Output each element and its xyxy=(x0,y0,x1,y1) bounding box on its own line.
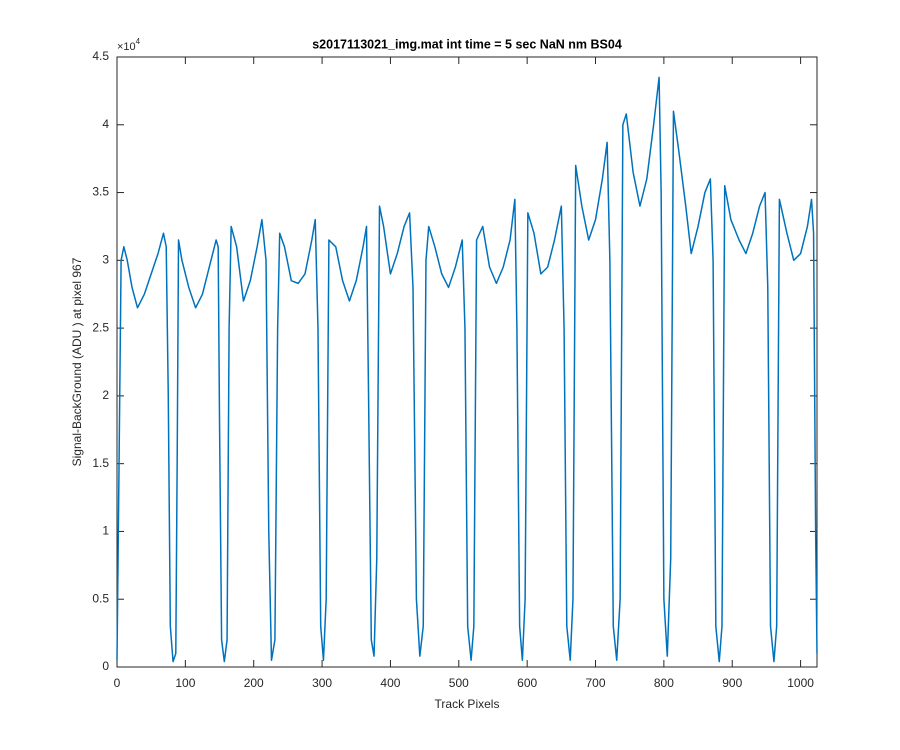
y-tick-label: 1 xyxy=(102,524,109,538)
y-tick-label: 1.5 xyxy=(92,456,109,470)
chart-title: s2017113021_img.mat int time = 5 sec NaN… xyxy=(312,37,622,51)
y-tick-label: 4.5 xyxy=(92,49,109,63)
data-line xyxy=(116,76,818,663)
y-tick-label: 0.5 xyxy=(92,591,109,605)
x-tick-label: 500 xyxy=(449,676,469,690)
y-tick-label: 4 xyxy=(102,117,109,131)
y-tick-label: 0 xyxy=(102,659,109,673)
y-tick-label: 2 xyxy=(102,388,109,402)
y-tick-label: 3 xyxy=(102,253,109,267)
x-tick-label: 300 xyxy=(312,676,332,690)
y-exponent: ×104 xyxy=(117,37,141,53)
x-tick-label: 900 xyxy=(722,676,742,690)
x-tick-label: 700 xyxy=(586,676,606,690)
y-tick-label: 3.5 xyxy=(92,185,109,199)
x-tick-label: 600 xyxy=(517,676,537,690)
x-tick-label: 200 xyxy=(244,676,264,690)
y-exponent-base: ×10 xyxy=(117,41,136,53)
x-tick-label: 1000 xyxy=(787,676,814,690)
x-tick-label: 400 xyxy=(380,676,400,690)
y-exponent-power: 4 xyxy=(136,37,141,46)
y-axis-label: Signal-BackGround (ADU ) at pixel 967 xyxy=(70,257,84,466)
x-tick-label: 0 xyxy=(114,676,121,690)
x-tick-label: 800 xyxy=(654,676,674,690)
axes-box xyxy=(116,56,818,668)
y-tick-label: 2.5 xyxy=(92,320,109,334)
x-tick-label: 100 xyxy=(175,676,195,690)
x-axis-label: Track Pixels xyxy=(435,697,500,711)
